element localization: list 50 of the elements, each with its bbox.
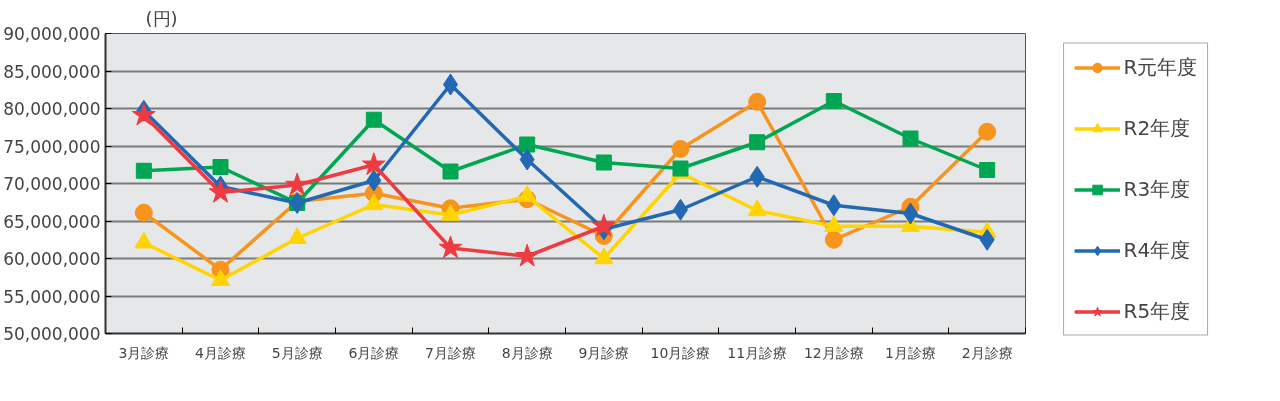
point	[442, 163, 459, 180]
x-tick-label: 1月診療	[885, 344, 936, 361]
point	[671, 140, 690, 158]
legend-label: R元年度	[1123, 53, 1198, 81]
point	[748, 92, 767, 111]
point	[285, 172, 310, 196]
y-tick-label: 60,000,000	[3, 249, 101, 269]
point	[212, 159, 229, 175]
point	[824, 230, 843, 249]
x-tick-label: 5月診療	[271, 344, 323, 361]
point	[519, 136, 536, 153]
x-tick-label: 3月診療	[118, 344, 170, 361]
point	[979, 162, 996, 178]
x-tick-label: 9月診療	[578, 344, 630, 361]
point	[902, 130, 919, 147]
point	[594, 247, 614, 265]
legend-label: R3年度	[1123, 175, 1191, 203]
point	[208, 180, 233, 203]
x-tick-label: 4月診療	[195, 344, 246, 361]
x-tick-label: 12月診療	[803, 344, 864, 361]
point	[595, 154, 612, 171]
legend-label: R5年度	[1123, 297, 1191, 325]
y-tick-label: 65,000,000	[3, 211, 101, 232]
point	[515, 243, 540, 267]
point	[131, 102, 156, 126]
y-tick-label: 75,000,000	[3, 136, 101, 157]
point	[749, 134, 766, 151]
x-tick-label: 11月診療	[727, 344, 788, 361]
point	[361, 152, 386, 175]
y-tick-label: 90,000,000	[3, 24, 101, 44]
x-tick-label: 2月診療	[961, 344, 1013, 361]
point	[134, 203, 153, 222]
y-tick-label: 50,000,000	[3, 324, 101, 344]
x-tick-label: 10月診療	[650, 344, 711, 361]
y-tick-label: 70,000,000	[3, 174, 101, 194]
point	[365, 111, 382, 128]
point	[438, 235, 463, 259]
y-tick-label: 55,000,000	[3, 286, 101, 307]
x-tick-label: 6月診療	[348, 344, 400, 361]
y-axis-title: (円)	[145, 7, 178, 29]
x-tick-label: 8月診療	[501, 344, 553, 361]
y-tick-label: 80,000,000	[3, 99, 101, 119]
point	[825, 93, 842, 109]
legend-label: R2年度	[1123, 114, 1191, 142]
x-tick-label: 7月診療	[425, 344, 476, 361]
point	[978, 122, 997, 141]
point	[591, 213, 616, 237]
point	[135, 162, 152, 179]
y-tick-label: 85,000,000	[3, 61, 101, 82]
legend-label: R4年度	[1123, 236, 1191, 264]
